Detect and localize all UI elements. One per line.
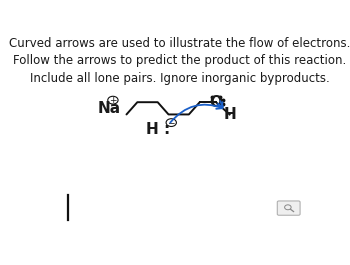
Text: O: O <box>210 95 223 110</box>
Text: H: H <box>223 107 236 122</box>
Text: Na: Na <box>98 101 121 116</box>
FancyBboxPatch shape <box>277 201 300 215</box>
Text: Curved arrows are used to illustrate the flow of electrons.
Follow the arrows to: Curved arrows are used to illustrate the… <box>9 37 350 85</box>
Text: H :: H : <box>146 122 170 137</box>
Text: +: + <box>109 96 117 105</box>
Text: −: − <box>168 118 175 127</box>
